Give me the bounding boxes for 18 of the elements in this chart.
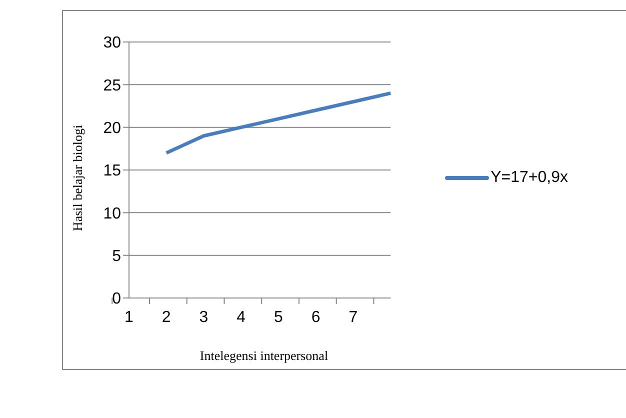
- y-tick-label: 20: [103, 120, 122, 138]
- x-tick-label: 7: [348, 309, 358, 326]
- y-axis-title: Hasil belajar biologi: [70, 124, 86, 232]
- x-tick-label: 1: [124, 309, 134, 326]
- y-tick-label: 25: [103, 77, 122, 94]
- y-tick-label: 15: [103, 162, 122, 180]
- x-tick-label: 5: [274, 309, 284, 326]
- x-tick-label: 6: [311, 309, 320, 326]
- y-tick-label: 30: [103, 34, 122, 52]
- line-series: [164, 91, 392, 155]
- x-tick-label: 3: [199, 309, 208, 326]
- x-tick-label: 2: [162, 309, 171, 326]
- y-tick-label: 0: [112, 290, 122, 308]
- y-tick-label: 10: [103, 205, 122, 222]
- y-tick-label: 5: [112, 248, 122, 266]
- x-tick-label: 4: [236, 309, 246, 326]
- legend-label: Y=17+0,9x: [490, 169, 568, 187]
- x-axis-title: Intelegensi interpersonal: [200, 348, 328, 364]
